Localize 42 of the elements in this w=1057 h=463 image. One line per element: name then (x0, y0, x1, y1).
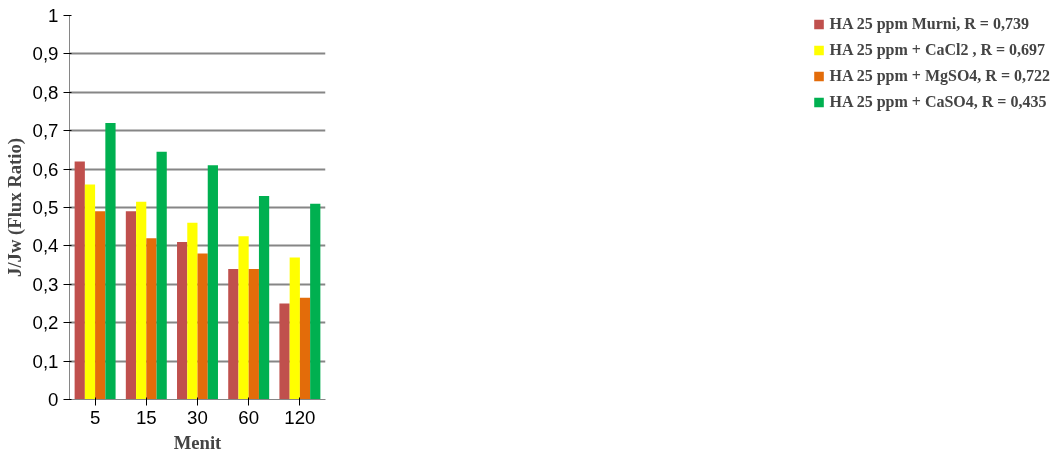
bar (289, 257, 300, 400)
y-axis-title: J/Jw (Flux Ratio) (3, 138, 26, 277)
y-tick-label: 0,5 (32, 197, 59, 218)
y-tick-label: 0,3 (32, 273, 59, 295)
bar (238, 236, 249, 400)
bar (156, 151, 167, 400)
bar (177, 242, 188, 400)
bar (207, 165, 218, 400)
y-tick-label: 0 (48, 389, 59, 410)
legend-label: HA 25 ppm + MgSO4, R = 0,722 (829, 67, 1050, 85)
legend-label: HA 25 ppm + CaSO4, R = 0,435 (829, 93, 1047, 111)
bar (279, 303, 290, 400)
y-tick-label: 0,6 (32, 158, 59, 180)
bar (125, 211, 137, 400)
bar (299, 297, 311, 400)
bar (74, 161, 85, 400)
legend-label: HA 25 ppm + CaCl2 , R = 0,697 (829, 41, 1046, 59)
bar (197, 253, 208, 400)
y-tick-label: 0,2 (32, 312, 59, 334)
bar (146, 238, 157, 400)
x-tick-label: 60 (238, 406, 260, 428)
y-tick-label: 0,1 (32, 350, 59, 372)
y-tick-label: 1 (48, 5, 59, 26)
x-tick-label: 30 (187, 406, 208, 428)
y-tick-label: 0,7 (32, 120, 59, 142)
bar (228, 268, 239, 400)
x-tick-label: 5 (89, 406, 101, 428)
bar (310, 203, 321, 400)
bar (105, 123, 116, 400)
bar (248, 268, 259, 400)
y-tick-label: 0,8 (32, 81, 59, 103)
x-tick-label: 120 (284, 406, 316, 428)
y-tick-label: 0,9 (32, 43, 59, 65)
y-tick-label: 0,4 (32, 235, 59, 257)
bar (258, 195, 270, 400)
legend-label: HA 25 ppm Murni, R = 0,739 (829, 15, 1029, 33)
bar (187, 222, 198, 400)
bar (136, 201, 147, 400)
bar (95, 211, 106, 400)
bar (84, 184, 96, 400)
x-tick-label: 15 (135, 406, 157, 428)
x-axis-title: Menit (173, 431, 223, 453)
